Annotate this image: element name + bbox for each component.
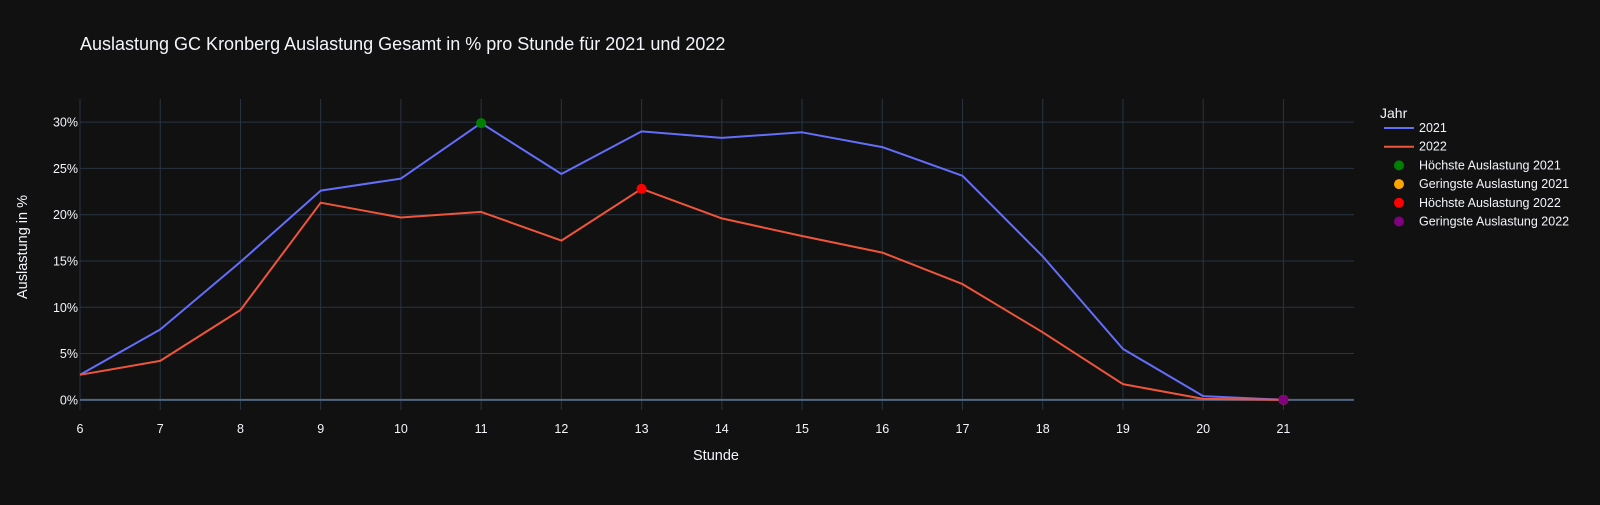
series-line-2021[interactable]: [79, 122, 1284, 401]
y-tick-label: 10%: [53, 301, 78, 315]
x-tick-label: 6: [77, 422, 84, 436]
x-tick-label: 13: [635, 422, 649, 436]
x-tick-label: 20: [1196, 422, 1210, 436]
legend-item-marker-3[interactable]: Höchste Auslastung 2022: [1394, 196, 1561, 210]
x-tick-label: 12: [554, 422, 568, 436]
marker-point-4[interactable]: [1278, 394, 1289, 405]
x-tick-label: 14: [715, 422, 729, 436]
y-tick-label: 25%: [53, 162, 78, 176]
x-tick-label: 21: [1276, 422, 1290, 436]
x-tick-label: 18: [1036, 422, 1050, 436]
series-lines: [79, 122, 1284, 401]
x-tick-label: 9: [317, 422, 324, 436]
legend-dot-swatch: [1394, 216, 1404, 227]
x-tick-label: 10: [394, 422, 408, 436]
legend-item-2022[interactable]: 2022: [1384, 140, 1447, 154]
legend-item-marker-1[interactable]: Höchste Auslastung 2021: [1394, 158, 1561, 172]
x-tick-label: 15: [795, 422, 809, 436]
series-line-2022[interactable]: [79, 187, 1284, 401]
legend-item-marker-2[interactable]: Geringste Auslastung 2021: [1394, 177, 1569, 191]
legend-dot-swatch: [1394, 197, 1404, 208]
legend-dot-swatch: [1394, 179, 1404, 190]
legend[interactable]: Jahr 2021 2022 Höchste Auslastung 2021 Geri…: [1380, 105, 1569, 229]
x-axis-title: Stunde: [693, 448, 739, 464]
x-tick-label: 19: [1116, 422, 1130, 436]
legend-label: Höchste Auslastung 2021: [1419, 158, 1561, 172]
y-axis-title: Auslastung in %: [15, 195, 31, 299]
y-tick-label: 15%: [53, 254, 78, 268]
highlight-markers: [476, 118, 1289, 405]
legend-label: Geringste Auslastung 2022: [1419, 215, 1569, 229]
x-tick-label: 11: [475, 422, 488, 436]
y-tick-label: 0%: [60, 393, 78, 407]
legend-dot-swatch: [1394, 160, 1404, 171]
x-tick-label: 16: [875, 422, 889, 436]
marker-point-3[interactable]: [636, 183, 647, 194]
y-tick-label: 30%: [53, 116, 78, 130]
y-tick-label: 20%: [53, 208, 78, 222]
legend-label: 2021: [1419, 121, 1447, 135]
legend-items[interactable]: 2021 2022 Höchste Auslastung 2021 Geringste…: [1384, 121, 1569, 229]
grid-lines: [79, 99, 1354, 410]
x-tick-label: 17: [956, 422, 970, 436]
y-tick-labels: 0% 5% 10% 15% 20% 25% 30%: [53, 116, 78, 408]
x-tick-label: 8: [237, 422, 244, 436]
x-tick-label: 7: [157, 422, 164, 436]
legend-label: Höchste Auslastung 2022: [1419, 196, 1561, 210]
legend-title: Jahr: [1380, 105, 1408, 121]
legend-label: 2022: [1419, 140, 1447, 154]
legend-item-2021[interactable]: 2021: [1384, 121, 1447, 135]
chart-title: Auslastung GC Kronberg Auslastung Gesamt…: [80, 34, 725, 54]
marker-point-1[interactable]: [476, 118, 487, 129]
y-tick-label: 5%: [60, 347, 78, 361]
x-tick-labels: 6 7 8 9 10 11 12 13 14 15 16 17 18 19 20 21: [77, 422, 1291, 436]
legend-item-marker-4[interactable]: Geringste Auslastung 2022: [1394, 215, 1569, 229]
legend-label: Geringste Auslastung 2021: [1419, 177, 1569, 191]
